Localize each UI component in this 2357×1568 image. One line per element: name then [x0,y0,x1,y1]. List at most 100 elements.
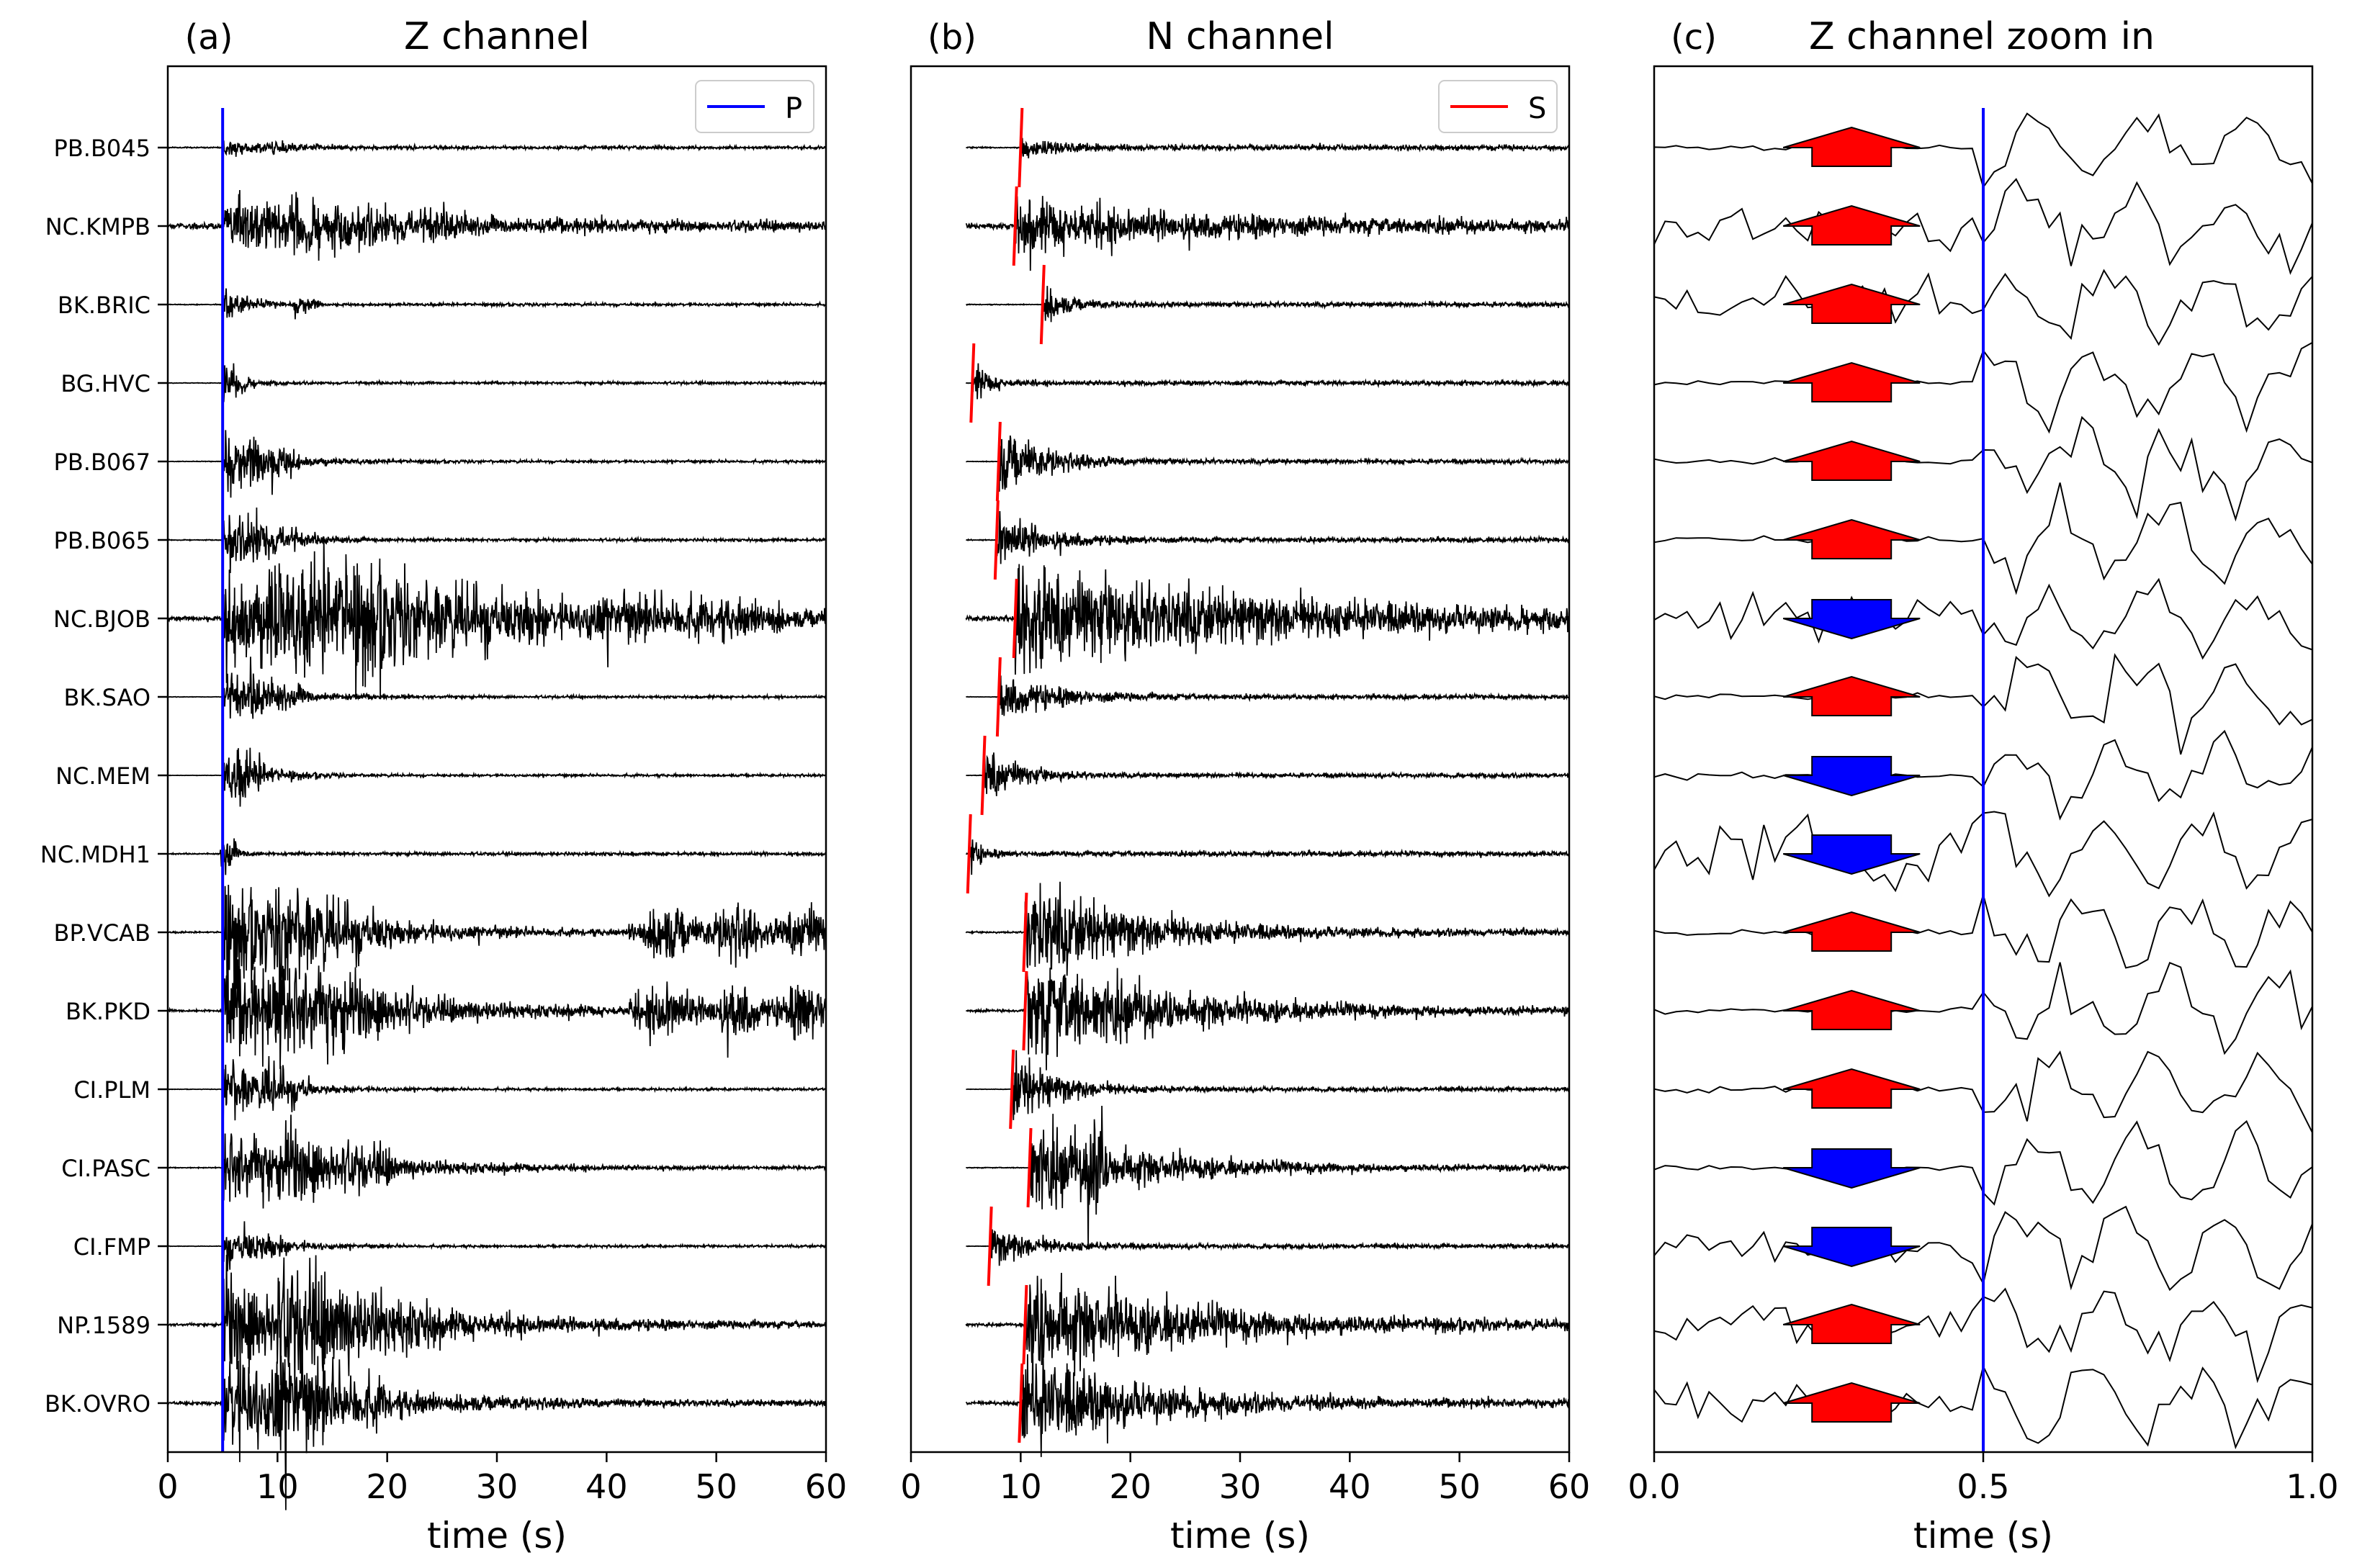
s-pick-mark [966,814,972,894]
panel-a-xtick-label: 20 [366,1467,408,1506]
station-label: NC.KMPB [45,213,151,240]
polarity-up-arrow [1782,1382,1921,1423]
panel-a-frame [166,65,827,1454]
n-trace [965,196,1570,271]
z-trace [167,1254,827,1394]
station-label: PB.B067 [54,449,151,476]
polarity-up-arrow [1782,204,1921,245]
s-pick-mark [969,343,976,423]
station-label: BK.OVRO [45,1390,151,1418]
polarity-up-arrow [1782,518,1921,559]
z-trace [168,288,827,320]
s-pick-mark [995,657,1002,737]
n-trace [965,968,1570,1071]
polarity-down-arrow [1782,1148,1921,1189]
station-label: CI.PASC [61,1155,151,1182]
legend-p: P [695,80,814,133]
panel-b: 0 10 20 30 40 50 60 [900,107,1591,1506]
panel-b-title: N channel [1146,15,1334,58]
n-trace [965,1105,1570,1247]
panel-c-letter: (c) [1671,17,1717,58]
n-trace [965,363,1570,400]
station-label: BG.HVC [60,370,151,397]
panel-c-title: Z channel zoom in [1809,15,2155,58]
panel-b-xtick-label: 0 [900,1467,921,1506]
panel-a-xtick-label: 30 [476,1467,518,1506]
n-trace [965,881,1570,976]
s-pick-mark [1022,892,1028,973]
z-trace [167,189,827,261]
z-trace [167,884,827,1004]
station-label: BK.SAO [63,684,151,711]
panel-b-frame [910,65,1571,1454]
z-trace [167,536,827,700]
s-pick-mark [1012,186,1018,266]
n-trace [966,1050,1570,1120]
z-trace [167,1333,827,1510]
polarity-down-arrow [1782,1227,1921,1268]
panel-a-title: Z channel [404,15,590,58]
station-label: NC.BJOB [53,605,151,633]
s-pick-mark [993,500,1000,580]
panel-a-letter: (a) [185,17,233,58]
legend-s: S [1438,80,1558,133]
n-trace [966,286,1570,323]
n-trace [966,510,1570,564]
panel-a-xlabel: time (s) [427,1515,567,1556]
polarity-up-arrow [1782,1068,1921,1109]
polarity-up-arrow [1782,126,1921,167]
polarity-up-arrow [1782,1303,1921,1344]
n-trace [966,435,1570,492]
n-trace [966,675,1570,716]
polarity-up-arrow [1782,675,1921,716]
n-trace [966,138,1570,158]
panel-a-xtick-label: 60 [805,1467,848,1506]
z-trace [168,1221,827,1271]
s-pick-mark [1018,107,1024,188]
s-pick-mark [995,421,1002,502]
panel-c-xtick-label: 1.0 [2286,1467,2338,1506]
panel-c-xtick-label: 0.0 [1628,1467,1680,1506]
n-trace [966,1229,1570,1266]
polarity-up-arrow [1782,989,1921,1030]
polarity-up-arrow [1782,440,1921,481]
polarity-up-arrow [1782,283,1921,324]
s-pick-mark [1022,970,1028,1051]
station-label: BP.VCAB [53,919,151,947]
panel-b-xlabel: time (s) [1170,1515,1310,1556]
s-pick-mark [987,1206,993,1287]
z-trace [167,507,827,574]
polarity-down-arrow [1782,599,1921,640]
polarity-down-arrow [1782,756,1921,797]
station-label: PB.B045 [54,135,151,162]
panel-a: 0 10 20 30 40 50 60 PB.B045 NC.KMPB BK.BRIC BG.HVC… [40,108,847,1510]
z-trace [167,1114,827,1209]
n-trace [965,839,1570,875]
z-trace [167,657,827,719]
station-label: NC.MEM [55,762,151,790]
station-label: CI.FMP [73,1233,151,1261]
z-trace [167,916,827,1069]
station-label: PB.B065 [54,527,151,554]
legend-p-label: P [785,92,802,125]
panel-c-xlabel: time (s) [1913,1515,2053,1556]
panel-a-xtick-label: 10 [256,1467,299,1506]
polarity-up-arrow [1782,911,1921,952]
z-trace [167,140,827,157]
polarity-up-arrow [1782,361,1921,402]
station-label: BK.PKD [66,998,151,1025]
panel-c-frame [1653,65,2314,1454]
panel-a-xtick-label: 0 [157,1467,178,1506]
panel-b-xtick-label: 60 [1548,1467,1591,1506]
s-pick-mark [1009,1049,1015,1130]
panel-b-xtick-label: 20 [1109,1467,1151,1506]
n-trace [965,564,1570,675]
station-label: CI.PLM [73,1076,151,1104]
z-trace [167,363,827,402]
panel-a-xtick-label: 50 [695,1467,737,1506]
panel-b-xtick-label: 50 [1438,1467,1481,1506]
s-pick-mark [1012,578,1018,659]
n-trace [966,752,1570,796]
z-trace [167,1055,827,1127]
s-pick-mark [980,735,987,816]
